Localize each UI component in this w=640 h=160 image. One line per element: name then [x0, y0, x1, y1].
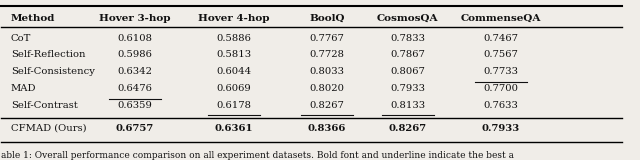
- Text: CommenseQA: CommenseQA: [461, 14, 541, 23]
- Text: 0.7833: 0.7833: [390, 33, 425, 43]
- Text: 0.7933: 0.7933: [481, 124, 520, 133]
- Text: 0.8033: 0.8033: [310, 67, 344, 76]
- Text: Self-Reflection: Self-Reflection: [11, 50, 85, 59]
- Text: 0.7567: 0.7567: [483, 50, 518, 59]
- Text: 0.6361: 0.6361: [215, 124, 253, 133]
- Text: Self-Contrast: Self-Contrast: [11, 101, 77, 110]
- Text: 0.6044: 0.6044: [216, 67, 252, 76]
- Text: 0.5986: 0.5986: [117, 50, 152, 59]
- Text: 0.6359: 0.6359: [117, 101, 152, 110]
- Text: 0.5886: 0.5886: [216, 33, 252, 43]
- Text: 0.6178: 0.6178: [216, 101, 252, 110]
- Text: 0.7733: 0.7733: [483, 67, 518, 76]
- Text: 0.8133: 0.8133: [390, 101, 425, 110]
- Text: 0.8267: 0.8267: [388, 124, 427, 133]
- Text: 0.8366: 0.8366: [308, 124, 346, 133]
- Text: 0.8067: 0.8067: [390, 67, 425, 76]
- Text: 0.7633: 0.7633: [483, 101, 518, 110]
- Text: CoT: CoT: [11, 33, 31, 43]
- Text: 0.7700: 0.7700: [483, 84, 518, 93]
- Text: 0.7767: 0.7767: [310, 33, 344, 43]
- Text: 0.5813: 0.5813: [216, 50, 252, 59]
- Text: able 1: Overall performance comparison on all experiment datasets. Bold font and: able 1: Overall performance comparison o…: [1, 151, 515, 160]
- Text: MAD: MAD: [11, 84, 36, 93]
- Text: 0.8267: 0.8267: [310, 101, 344, 110]
- Text: Hover 4-hop: Hover 4-hop: [198, 14, 269, 23]
- Text: 0.6757: 0.6757: [116, 124, 154, 133]
- Text: 0.6108: 0.6108: [117, 33, 152, 43]
- Text: Self-Consistency: Self-Consistency: [11, 67, 95, 76]
- Text: CFMAD (Ours): CFMAD (Ours): [11, 124, 86, 133]
- Text: Method: Method: [11, 14, 55, 23]
- Text: 0.6069: 0.6069: [216, 84, 252, 93]
- Text: 0.6476: 0.6476: [117, 84, 152, 93]
- Text: BoolQ: BoolQ: [309, 14, 345, 23]
- Text: 0.7933: 0.7933: [390, 84, 425, 93]
- Text: 0.6342: 0.6342: [117, 67, 152, 76]
- Text: 0.7467: 0.7467: [483, 33, 518, 43]
- Text: CosmosQA: CosmosQA: [377, 14, 438, 23]
- Text: 0.8020: 0.8020: [310, 84, 344, 93]
- Text: Hover 3-hop: Hover 3-hop: [99, 14, 170, 23]
- Text: 0.7728: 0.7728: [310, 50, 344, 59]
- Text: 0.7867: 0.7867: [390, 50, 425, 59]
